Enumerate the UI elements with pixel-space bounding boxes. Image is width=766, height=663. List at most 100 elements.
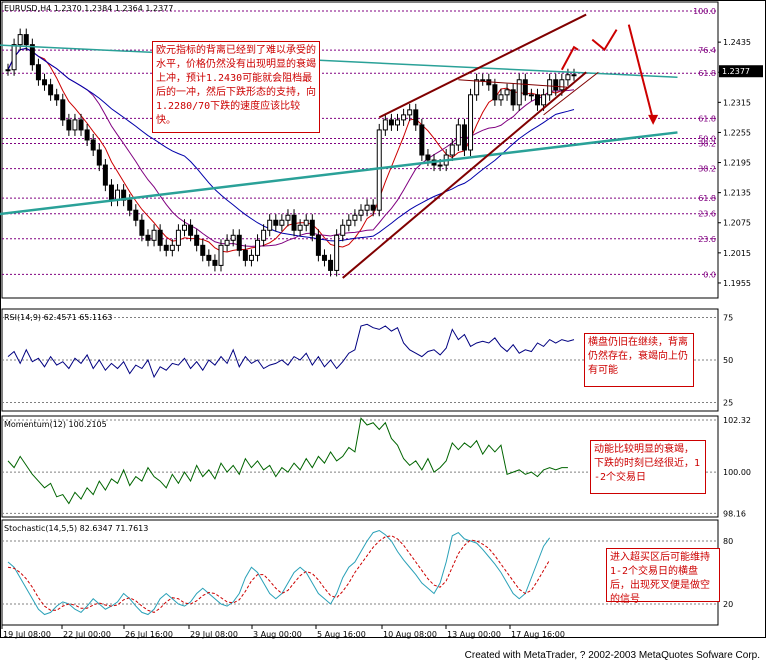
osc2-tick-label-0: 102.32 xyxy=(723,416,751,425)
panel-frame-0 xyxy=(1,1,719,299)
candle-body-80 xyxy=(492,84,498,101)
candle-body-85 xyxy=(522,79,528,96)
fib-label-10: 0.0 xyxy=(703,270,716,279)
fib-label-8: 23.6 xyxy=(698,210,716,219)
candle-body-49 xyxy=(303,219,309,226)
candle-body-13 xyxy=(84,129,90,141)
candle-body-77 xyxy=(474,79,480,96)
candle-body-23 xyxy=(145,234,151,241)
candle-body-32 xyxy=(200,244,206,256)
candle-body-47 xyxy=(291,214,297,231)
fib-label-7: 61.8 xyxy=(698,194,716,203)
price-tick-label-6: 1.2075 xyxy=(723,219,751,228)
osc3-series-1 xyxy=(7,535,551,613)
candle-body-33 xyxy=(206,254,212,261)
moving-average-2 xyxy=(7,47,575,242)
candle-body-39 xyxy=(242,249,248,261)
candle-body-61 xyxy=(376,129,382,211)
price-tick-label-2: 1.2315 xyxy=(723,98,751,107)
price-tick-label-7: 1.2015 xyxy=(723,249,751,258)
wedge-line-a xyxy=(543,71,599,116)
price-tick-label-8: 1.1955 xyxy=(723,279,751,288)
fib-label-9: 23.6 xyxy=(698,235,716,244)
candle-body-34 xyxy=(212,259,218,266)
candle-body-9 xyxy=(60,99,66,121)
forecast-arrow-down xyxy=(627,24,655,121)
candle-body-27 xyxy=(169,244,175,251)
candle-body-0 xyxy=(5,69,11,72)
osc3-tick-label-1: 20 xyxy=(723,600,733,609)
current-price-tag xyxy=(719,65,763,78)
candle-body-44 xyxy=(273,219,279,226)
candle-body-25 xyxy=(157,229,163,246)
candle-body-71 xyxy=(437,164,443,167)
fib-label-6: 38.2 xyxy=(698,165,716,174)
candle-body-90 xyxy=(553,79,559,91)
main-annotation: 欧元指标的背离已经到了难以承受的水平，价格仍然没有出现明显的衰竭上冲，预计1.2… xyxy=(152,41,320,133)
forecast-zigzag xyxy=(591,29,618,52)
candle-body-54 xyxy=(334,234,340,271)
candle-body-3 xyxy=(23,34,29,46)
candle-body-52 xyxy=(321,254,327,261)
candle-body-88 xyxy=(541,94,547,106)
candle-body-86 xyxy=(528,94,534,97)
candle-body-26 xyxy=(163,244,169,251)
candle-body-12 xyxy=(78,119,84,131)
forecast-arrowhead xyxy=(648,114,659,125)
osc1-title: RSI(14,9) 62.4571 65.1163 xyxy=(4,313,112,322)
candle-body-41 xyxy=(255,239,261,256)
candle-body-92 xyxy=(565,74,571,81)
candle-body-55 xyxy=(340,224,346,236)
osc3-title: Stochastic(14,5,5) 82.6347 71.7613 xyxy=(4,524,148,533)
candle-body-24 xyxy=(151,229,157,241)
candle-body-82 xyxy=(504,89,510,96)
fib-label-3: 61.8 xyxy=(698,114,716,123)
candle-body-11 xyxy=(72,119,78,131)
candle-body-67 xyxy=(413,109,419,126)
forecast-arrow-up xyxy=(560,45,579,71)
candle-body-28 xyxy=(175,229,181,246)
candle-body-10 xyxy=(66,119,72,131)
candle-body-21 xyxy=(133,209,139,221)
fib-label-2: 61.8 xyxy=(698,69,716,78)
candle-body-36 xyxy=(224,239,230,246)
current-price-label: 1.2377 xyxy=(722,67,750,76)
footer-credit: Created with MetaTrader, ? 2002-2003 Met… xyxy=(464,650,760,661)
candle-body-51 xyxy=(315,234,321,256)
candle-body-93 xyxy=(571,74,577,77)
candle-body-7 xyxy=(48,84,54,96)
candle-body-57 xyxy=(352,214,358,221)
price-tick-label-5: 1.2135 xyxy=(723,189,751,198)
panel-frame-3 xyxy=(1,519,719,626)
candle-body-91 xyxy=(559,79,565,91)
candle-body-58 xyxy=(358,209,364,216)
time-label-6: 10 Aug 08:00 xyxy=(383,630,437,639)
candle-body-30 xyxy=(188,224,194,236)
price-panel-title: EURUSD,H4 1.2370 1.2384 1.2364 1.2377 xyxy=(4,4,173,13)
moving-average-0 xyxy=(7,47,575,253)
fib-label-4: 50.0 xyxy=(698,134,716,143)
candle-body-81 xyxy=(498,94,504,101)
osc1-tick-label-0: 75 xyxy=(723,314,733,323)
candle-body-68 xyxy=(419,124,425,156)
candle-body-2 xyxy=(17,34,23,46)
osc3-series-0 xyxy=(7,529,551,616)
channel-upper-line xyxy=(378,13,587,119)
fib-label-1: 76.4 xyxy=(698,46,716,55)
moving-average-1 xyxy=(7,47,575,247)
trendline-resistance-teal xyxy=(0,44,678,79)
time-label-4: 3 Aug 00:00 xyxy=(253,630,302,639)
channel-lower-line xyxy=(342,71,587,279)
candle-body-6 xyxy=(42,79,48,86)
candle-body-45 xyxy=(279,219,285,226)
price-tick-label-4: 1.2195 xyxy=(723,159,751,168)
candle-body-53 xyxy=(328,259,334,271)
price-tick-label-0: 1.2435 xyxy=(723,38,751,47)
stochastic-annotation: 进入超买区后可能维持1-2个交易日的横盘后，出现死叉便是做空的信号 xyxy=(606,548,720,605)
candle-body-29 xyxy=(181,224,187,231)
fib-label-0: 100.0 xyxy=(693,7,716,16)
candle-body-42 xyxy=(261,229,267,241)
time-label-7: 13 Aug 00:00 xyxy=(447,630,501,639)
candle-body-15 xyxy=(96,149,102,166)
candle-body-87 xyxy=(534,94,540,106)
